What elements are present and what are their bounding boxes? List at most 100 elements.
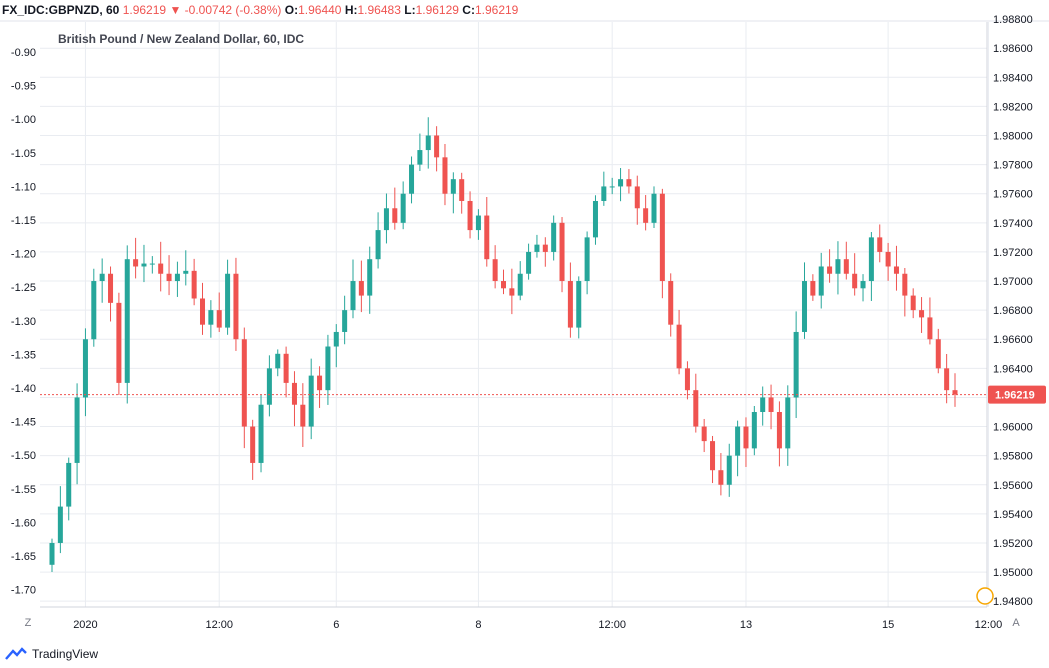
candle-body [225, 273, 231, 328]
candle-body [559, 222, 565, 282]
time-tick-label: 8 [475, 619, 481, 631]
candle-body [651, 193, 657, 223]
right-tick-label: 1.95400 [993, 509, 1033, 521]
candle-body [291, 382, 297, 405]
candle-body [266, 368, 272, 405]
candle-body [927, 317, 933, 340]
candle-body [350, 281, 356, 311]
candle-body [467, 200, 473, 231]
candle-body [877, 237, 883, 252]
price-tag-bg [988, 385, 1046, 404]
candle-body [634, 186, 640, 209]
right-tick-label: 1.94800 [993, 596, 1033, 608]
candle-body [751, 412, 757, 449]
brand-name: TradingView [32, 647, 99, 661]
candle-body [852, 273, 858, 289]
candle-body [57, 506, 63, 543]
candle-body [166, 273, 172, 282]
chart-title: British Pound / New Zealand Dollar, 60, … [58, 32, 305, 46]
candle-body [475, 215, 481, 231]
right-tick-label-top: 1.98800 [993, 14, 1033, 26]
candle-body [710, 441, 716, 471]
candle-body [810, 281, 816, 296]
time-axis[interactable]: 2020 12:00 6 8 12:00 13 15 12:00 [73, 619, 1002, 631]
candle-body [760, 397, 766, 412]
open-value: 1.96440 [298, 3, 342, 17]
candle-body [601, 186, 607, 201]
right-tick-label: 1.98000 [993, 131, 1033, 143]
left-tick-label: -1.60 [11, 517, 36, 529]
candle-body [551, 222, 557, 252]
left-tick-label: -1.05 [11, 148, 36, 160]
cloud-icon [5, 647, 27, 660]
candle-body [91, 281, 97, 340]
candle-body [49, 542, 55, 565]
right-tick-label: 1.95200 [993, 538, 1033, 550]
timezone-icon[interactable] [976, 587, 994, 605]
left-tick-label: -1.20 [11, 249, 36, 261]
candle-body [409, 164, 415, 194]
candle-body [333, 331, 339, 347]
candle-body [643, 208, 649, 223]
time-tick-label: 12:00 [598, 619, 626, 631]
candle-body [743, 426, 749, 449]
left-tick-label: -1.40 [11, 383, 36, 395]
right-tick-label: 1.95800 [993, 451, 1033, 463]
symbol-header: FX_IDC:GBPNZD, 60 1.96219 ▼ -0.00742 (-0… [2, 3, 518, 17]
zoom-button[interactable]: Z [24, 617, 32, 629]
left-tick-label: -1.70 [11, 585, 36, 597]
right-tick-label: 1.97000 [993, 276, 1033, 288]
left-tick-label: -0.95 [11, 81, 36, 93]
left-tick-label: -1.00 [11, 114, 36, 126]
candle-body [141, 263, 147, 267]
candle-body [82, 339, 88, 398]
auto-scale-button[interactable]: A [1012, 617, 1020, 629]
candle-body [400, 193, 406, 223]
left-tick-label: -1.15 [11, 215, 36, 227]
candle-body [434, 135, 440, 158]
right-tick-label: 1.97600 [993, 189, 1033, 201]
left-percent-axis[interactable]: -0.90 -0.95 -1.00 -1.05 -1.10 -1.15 -1.20 -1.25… [11, 47, 36, 597]
candle-body [902, 273, 908, 296]
candle-body [108, 273, 114, 303]
candle-body [668, 281, 674, 325]
right-tick-label: 1.95000 [993, 567, 1033, 579]
right-tick-label: 1.98400 [993, 72, 1033, 84]
candle-body [592, 200, 598, 238]
candle-body [919, 310, 925, 318]
candle-body [233, 273, 239, 340]
candle-body [208, 310, 214, 325]
candle-body [509, 288, 515, 296]
tradingview-logo[interactable]: TradingView [4, 647, 98, 661]
candle-body [768, 397, 774, 412]
time-tick-label: 15 [882, 619, 894, 631]
candle-body [191, 270, 197, 299]
low-value: 1.96129 [415, 3, 459, 17]
candle-body [74, 397, 80, 463]
left-tick-label: -1.10 [11, 181, 36, 193]
candle-body [283, 353, 289, 383]
candle-body [133, 259, 139, 267]
left-tick-label: -1.50 [11, 450, 36, 462]
footer [0, 643, 1049, 668]
candle-body [576, 281, 582, 328]
candle-body [701, 426, 707, 442]
left-tick-label: -1.25 [11, 282, 36, 294]
time-tick-label: 12:00 [975, 619, 1003, 631]
candle-body [174, 273, 180, 282]
candle-body [158, 263, 164, 274]
high-label: H: [344, 3, 358, 17]
right-price-axis[interactable]: 1.98600 1.98400 1.98200 1.98000 1.97800 1.976… [993, 14, 1033, 608]
down-arrow-icon: ▼ [169, 3, 182, 17]
candle-body [860, 281, 866, 289]
candle-body [801, 281, 808, 332]
candle-body [618, 179, 624, 187]
right-tick-label: 1.98200 [993, 101, 1033, 113]
right-tick-label: 1.97800 [993, 160, 1033, 172]
candle-body [317, 375, 323, 391]
right-tick-label: 1.98600 [993, 43, 1033, 55]
candle-body [66, 462, 72, 507]
candle-body [885, 251, 891, 267]
left-tick-label: -1.55 [11, 484, 36, 496]
